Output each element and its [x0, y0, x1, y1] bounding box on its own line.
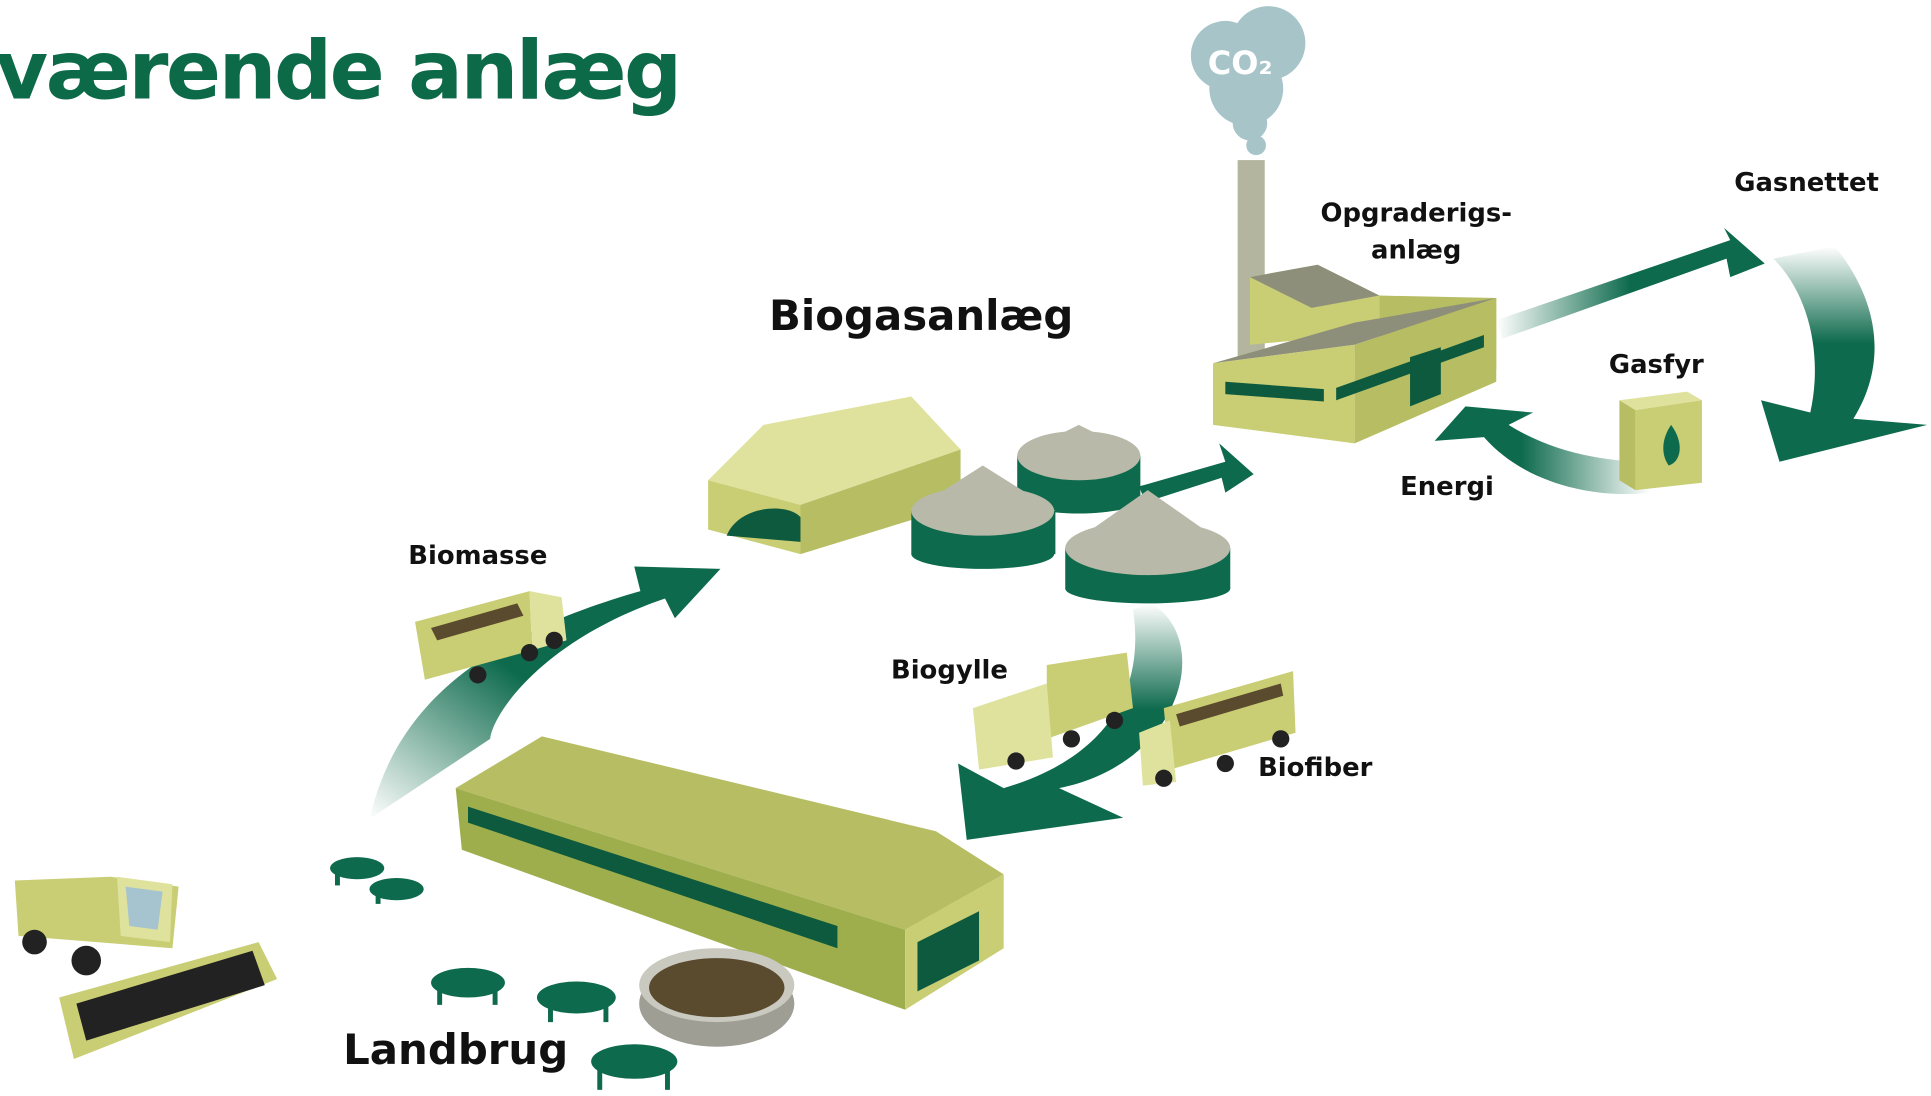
label-landbrug: Landbrug [343, 1025, 568, 1074]
co2-label: CO₂ [1208, 44, 1273, 82]
gas-boiler [1619, 392, 1702, 491]
label-energi: Energi [1400, 472, 1494, 502]
label-gasfyr: Gasfyr [1609, 350, 1704, 380]
label-opgradering-2: anlæg [1371, 236, 1461, 266]
harvester [15, 877, 277, 1059]
label-biogasanlaeg: Biogasanlæg [769, 291, 1073, 340]
biogas-plant [708, 397, 1230, 604]
label-biogylle: Biogylle [891, 656, 1008, 686]
label-gasnettet: Gasnettet [1734, 168, 1879, 198]
label-opgradering-1: Opgraderigs- [1320, 199, 1512, 229]
upgrading-plant [1213, 265, 1496, 444]
title: værende anlæg [0, 25, 680, 119]
label-biofiber: Biofiber [1258, 753, 1373, 783]
label-biomasse: Biomasse [408, 541, 547, 571]
diagram: værende anlæg CO₂ [0, 0, 1931, 1096]
co2-cloud: CO₂ [1191, 6, 1306, 155]
